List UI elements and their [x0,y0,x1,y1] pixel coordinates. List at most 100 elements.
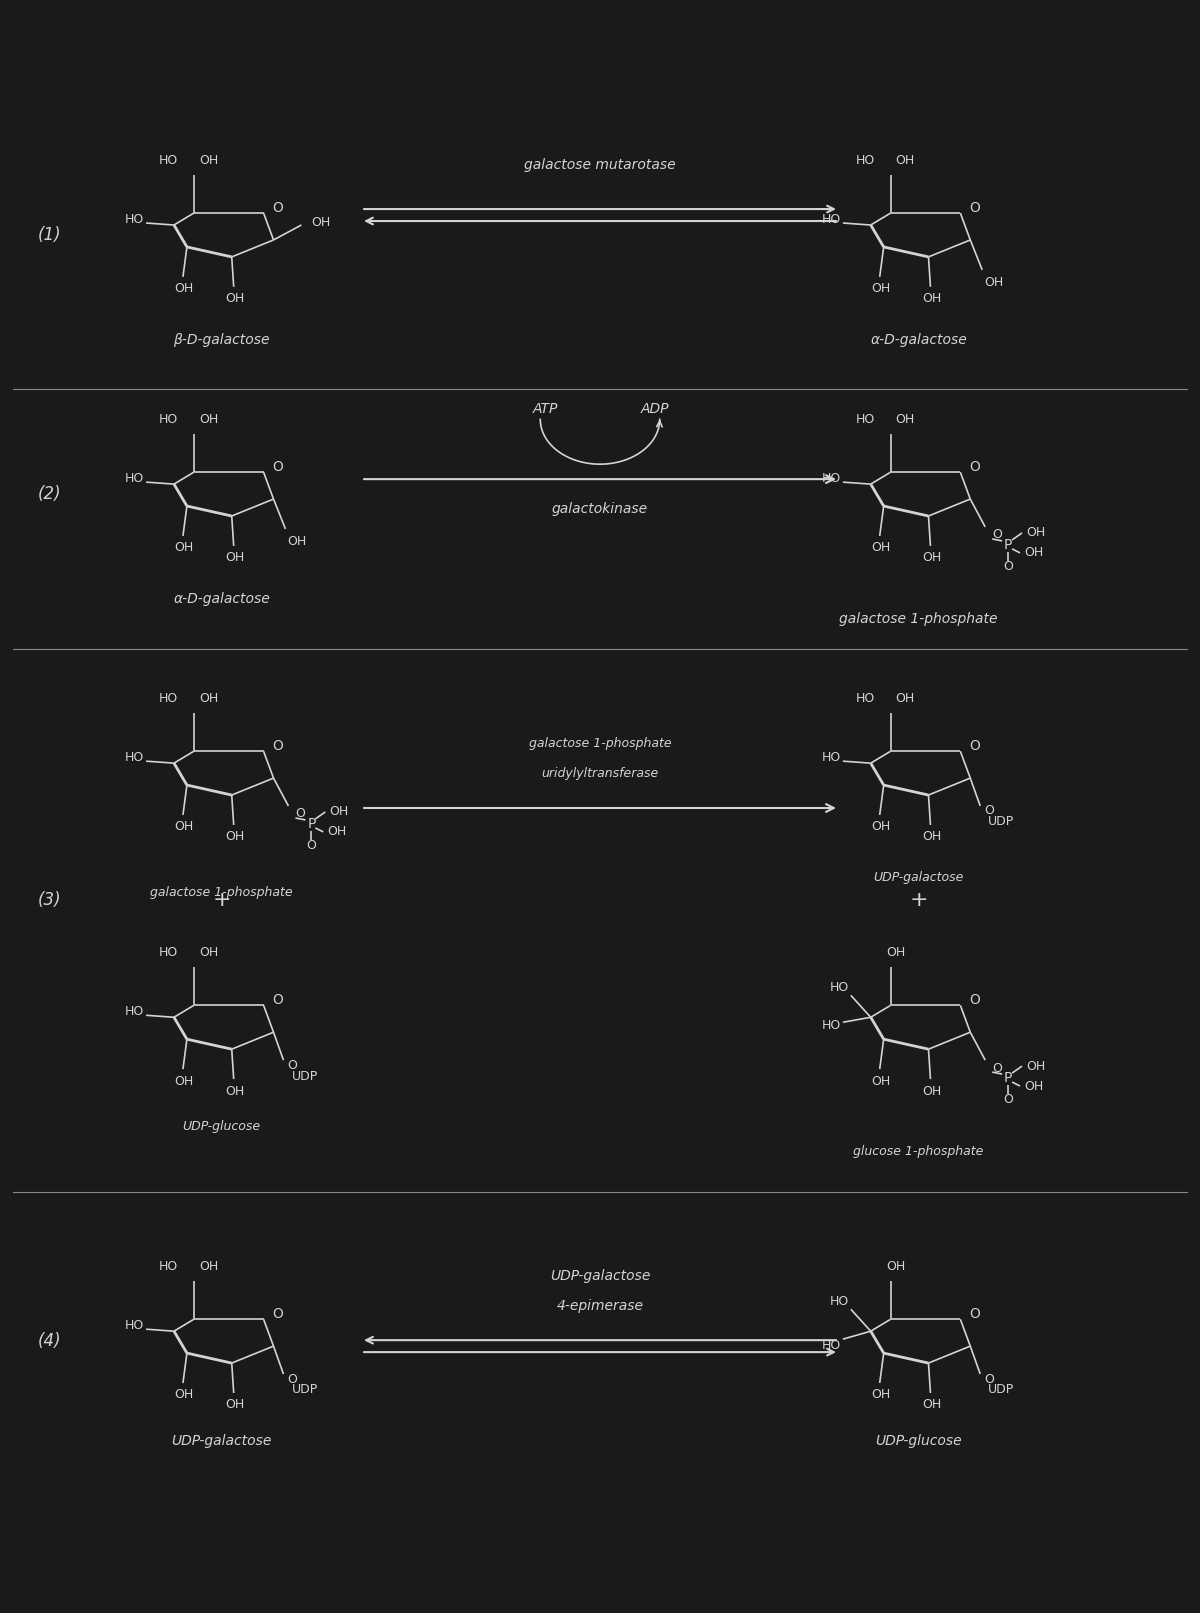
Text: (1): (1) [37,226,61,244]
Text: HO: HO [125,1319,144,1332]
Text: OH: OH [226,292,245,305]
Text: OH: OH [226,552,245,565]
Text: OH: OH [174,821,193,834]
Text: OH: OH [922,831,941,844]
Text: OH: OH [288,536,307,548]
Text: UDP-glucose: UDP-glucose [875,1434,962,1448]
Text: O: O [968,460,979,474]
Text: O: O [968,1307,979,1321]
Text: HO: HO [822,1339,841,1352]
Text: O: O [984,1373,994,1386]
Text: O: O [272,1307,283,1321]
Text: HO: HO [125,1005,144,1018]
Text: OH: OH [311,216,330,229]
Text: OH: OH [199,1260,218,1273]
Text: OH: OH [871,1389,890,1402]
Text: OH: OH [922,552,941,565]
Text: OH: OH [871,282,890,295]
Text: OH: OH [871,821,890,834]
Text: O: O [272,994,283,1008]
Text: OH: OH [922,1084,941,1097]
Text: OH: OH [1026,1060,1045,1073]
Text: uridylyltransferase: uridylyltransferase [541,766,659,779]
Text: O: O [992,529,1002,542]
Text: +: + [212,890,232,910]
Text: O: O [984,805,994,818]
Text: HO: HO [829,981,848,994]
Text: HO: HO [158,692,178,705]
Text: P: P [307,816,316,831]
Text: OH: OH [174,282,193,295]
Text: P: P [1004,1071,1013,1086]
Text: HO: HO [822,213,841,226]
Text: O: O [288,1058,298,1071]
Text: +: + [910,890,928,910]
Text: OH: OH [984,276,1003,289]
Text: OH: OH [1024,547,1043,560]
Text: UDP-glucose: UDP-glucose [182,1121,260,1134]
Text: OH: OH [174,1389,193,1402]
Text: OH: OH [871,1074,890,1087]
Text: O: O [306,839,317,852]
Text: HO: HO [125,213,144,226]
Text: HO: HO [125,750,144,763]
Text: UDP: UDP [988,816,1014,829]
Text: UDP-galactose: UDP-galactose [874,871,964,884]
Text: α-D-galactose: α-D-galactose [870,332,967,347]
Text: O: O [272,460,283,474]
Text: ATP: ATP [533,402,558,416]
Text: OH: OH [871,542,890,555]
Text: OH: OH [199,692,218,705]
Text: OH: OH [174,542,193,555]
Text: HO: HO [158,945,178,960]
Text: HO: HO [856,692,875,705]
Text: OH: OH [328,826,347,839]
Text: β-D-galactose: β-D-galactose [174,332,270,347]
Text: (3): (3) [37,890,61,910]
Text: O: O [968,202,979,215]
Text: OH: OH [226,831,245,844]
Text: ADP: ADP [641,402,668,416]
Text: (2): (2) [37,486,61,503]
Text: OH: OH [174,1074,193,1087]
Text: OH: OH [226,1084,245,1097]
Text: OH: OH [226,1398,245,1411]
Text: HO: HO [158,413,178,426]
Text: O: O [272,739,283,753]
Text: HO: HO [822,471,841,484]
Text: galactose 1-phosphate: galactose 1-phosphate [529,737,671,750]
Text: OH: OH [329,805,348,818]
Text: OH: OH [199,153,218,166]
Text: galactose 1-phosphate: galactose 1-phosphate [839,611,997,626]
Text: galactokinase: galactokinase [552,502,648,516]
Text: OH: OH [886,945,905,960]
Text: 4-epimerase: 4-epimerase [557,1300,643,1313]
Text: HO: HO [125,471,144,484]
Text: O: O [288,1373,298,1386]
Text: HO: HO [158,1260,178,1273]
Text: OH: OH [895,413,914,426]
Text: OH: OH [922,292,941,305]
Text: HO: HO [822,1019,841,1032]
Text: HO: HO [158,153,178,166]
Text: glucose 1-phosphate: glucose 1-phosphate [853,1145,984,1158]
Text: O: O [968,994,979,1008]
Text: UDP: UDP [988,1384,1014,1397]
Text: OH: OH [199,413,218,426]
Text: O: O [272,202,283,215]
Text: UDP-galactose: UDP-galactose [172,1434,272,1448]
Text: UDP: UDP [292,1384,318,1397]
Text: O: O [992,1061,1002,1074]
Text: OH: OH [1024,1079,1043,1092]
Text: galactose mutarotase: galactose mutarotase [524,158,676,173]
Text: OH: OH [922,1398,941,1411]
Text: P: P [1004,537,1013,552]
Text: galactose 1-phosphate: galactose 1-phosphate [150,886,293,898]
Text: O: O [1003,1094,1013,1107]
Text: HO: HO [856,153,875,166]
Text: UDP: UDP [292,1069,318,1082]
Text: OH: OH [199,945,218,960]
Text: OH: OH [1026,526,1045,539]
Text: (4): (4) [37,1332,61,1350]
Text: α-D-galactose: α-D-galactose [173,592,270,606]
